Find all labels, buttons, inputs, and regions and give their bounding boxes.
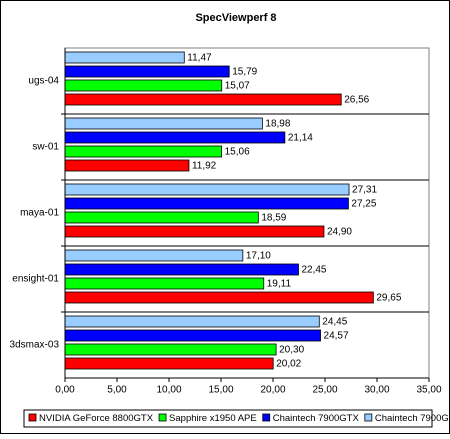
y-tick-label: sw-01 xyxy=(32,142,59,153)
bar xyxy=(64,291,374,304)
bar xyxy=(64,249,244,262)
bar xyxy=(64,211,259,224)
bar xyxy=(64,51,185,64)
value-label: 15,79 xyxy=(232,67,257,78)
value-label: 15,07 xyxy=(225,81,250,92)
y-tick-label: ensight-01 xyxy=(12,274,59,285)
value-label: 24,45 xyxy=(322,317,347,328)
value-label: 24,57 xyxy=(324,331,349,342)
bar xyxy=(64,263,299,276)
bar xyxy=(64,183,350,196)
value-label: 15,06 xyxy=(225,147,250,158)
bar xyxy=(64,315,320,328)
value-label: 11,92 xyxy=(192,161,217,172)
bar xyxy=(64,357,274,370)
value-label: 21,14 xyxy=(288,133,313,144)
legend-swatch xyxy=(158,413,167,422)
bar xyxy=(64,131,286,144)
bar xyxy=(64,159,190,172)
value-label: 27,25 xyxy=(351,199,376,210)
value-label: 26,56 xyxy=(344,95,369,106)
x-tick-label: 5,00 xyxy=(107,385,127,396)
legend xyxy=(23,409,433,428)
bar xyxy=(64,197,349,210)
value-label: 27,31 xyxy=(352,185,377,196)
value-label: 11,47 xyxy=(187,53,212,64)
x-tick-label: 15,00 xyxy=(208,385,233,396)
x-tick-label: 30,00 xyxy=(364,385,389,396)
legend-swatch xyxy=(262,413,271,422)
value-label: 29,65 xyxy=(376,293,401,304)
x-tick-label: 0,00 xyxy=(55,385,75,396)
legend-swatch xyxy=(28,413,37,422)
x-tick-label: 25,00 xyxy=(312,385,337,396)
value-label: 17,10 xyxy=(246,251,271,262)
legend-label: Sapphire x1950 APE xyxy=(169,413,257,424)
chart-title: SpecViewperf 8 xyxy=(195,12,276,24)
x-tick-label: 10,00 xyxy=(156,385,181,396)
value-label: 24,90 xyxy=(327,227,352,238)
y-tick-label: maya-01 xyxy=(20,208,59,219)
y-tick-label: ugs-04 xyxy=(28,76,59,87)
bar xyxy=(64,65,230,78)
bar xyxy=(64,117,263,130)
value-label: 22,45 xyxy=(301,265,326,276)
value-label: 20,30 xyxy=(279,345,304,356)
x-tick-label: 35,00 xyxy=(416,385,441,396)
value-label: 18,59 xyxy=(261,213,286,224)
legend-swatch xyxy=(364,413,373,422)
bar xyxy=(64,225,325,238)
bar xyxy=(64,277,265,290)
bar xyxy=(64,343,277,356)
y-tick-label: 3dsmax-03 xyxy=(10,340,60,351)
bar xyxy=(64,145,223,158)
legend-label: Chaintech 7900GTX xyxy=(273,413,360,424)
bar xyxy=(64,329,321,342)
x-tick-label: 20,00 xyxy=(260,385,285,396)
bar xyxy=(64,93,342,106)
legend-label: NVIDIA GeForce 8800GTX xyxy=(39,413,154,424)
legend-label: Chaintech 7900GT xyxy=(375,413,450,424)
bar xyxy=(64,79,223,92)
value-label: 20,02 xyxy=(276,359,301,370)
value-label: 18,98 xyxy=(265,119,290,130)
value-label: 19,11 xyxy=(267,279,292,290)
